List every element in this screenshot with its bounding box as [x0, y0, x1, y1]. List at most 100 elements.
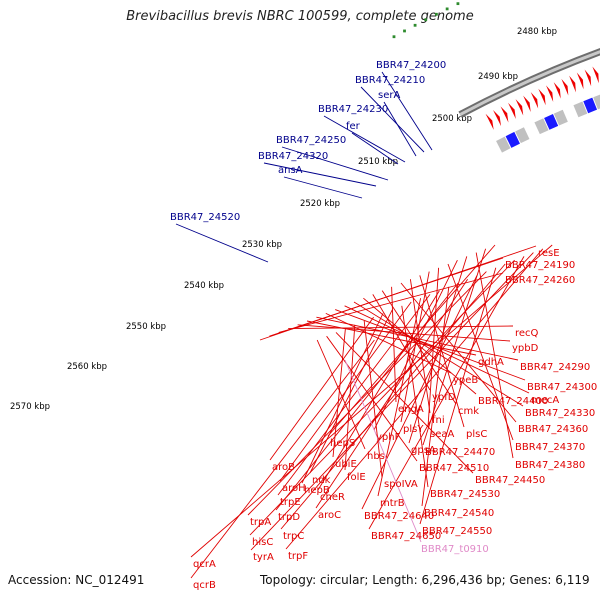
reverse-gene-label: trpD [278, 512, 300, 523]
leader-line [408, 256, 468, 444]
reverse-gene-label: qcrB [193, 580, 216, 591]
leader-line [285, 248, 544, 550]
gene-feature-block [593, 94, 600, 110]
map-title: Brevibacillus brevis NBRC 100599, comple… [126, 9, 474, 24]
leader-line [401, 305, 429, 488]
leader-line [190, 244, 553, 558]
reverse-gene-label: gdhA [478, 357, 504, 368]
leader-line [288, 325, 514, 330]
reverse-gene-label: BBR47_24330 [525, 408, 595, 419]
leader-line [269, 316, 374, 461]
reverse-gene-label: tyrA [253, 552, 274, 563]
reverse-gene-label: plsC [466, 429, 487, 440]
reverse-gene-label: spoIVA [384, 479, 418, 490]
leader-line [281, 146, 389, 181]
reverse-gene-label: seaA [430, 429, 454, 440]
reverse-gene-label: folE [347, 472, 366, 483]
reverse-gene-label: aroH [282, 483, 306, 494]
feature-labels: BBR47_24200 BBR47_24210 serA BBR47_24230fer… [170, 60, 597, 591]
reverse-gene-label: BBR47_24360 [518, 424, 588, 435]
gene-feature-block [553, 109, 568, 126]
reverse-gene-label: ypeB [453, 375, 478, 386]
kbp-tick-label: 2520 kbp [300, 199, 340, 209]
genome-backbone [458, 48, 600, 118]
leader-line [475, 252, 514, 459]
leader-line [381, 290, 457, 405]
leader-line [383, 101, 417, 157]
leader-line [372, 294, 431, 391]
kbp-tick-label: 2500 kbp [432, 114, 472, 124]
reverse-gene-label: BBR47_24540 [424, 508, 494, 519]
reverse-gene-label: BBR47_24470 [425, 447, 495, 458]
kbp-tick-label: 2560 kbp [67, 362, 107, 372]
forward-gene-label: ansA [278, 165, 303, 176]
reverse-gene-label: ubiE [335, 459, 357, 470]
reverse-gene-label: trpA [250, 517, 271, 528]
leader-line [332, 328, 346, 458]
gene-feature-block [496, 136, 511, 153]
gene-arrow-reverse [530, 92, 539, 109]
gene-arrow-reverse [546, 85, 554, 102]
reverse-gene-label: trpF [288, 551, 308, 562]
reverse-gene-label: recQ [515, 328, 539, 339]
leader-line [335, 332, 474, 474]
leader-line [190, 339, 375, 579]
leader-line [249, 259, 515, 536]
gene-arrow-reverse [553, 82, 561, 99]
reverse-gene-label: cheR [320, 492, 345, 503]
tick-dot [435, 12, 438, 16]
reverse-gene-label: trpC [283, 531, 304, 542]
leader-line [278, 272, 504, 333]
kbp-tick-label: 2540 kbp [184, 281, 224, 291]
forward-gene-label: BBR47_24230 [318, 104, 388, 115]
leader-line [316, 339, 366, 450]
tick-dot [456, 2, 460, 6]
reverse-gene-label: ypfD [432, 392, 456, 403]
reverse-gene-label: mtrB [380, 498, 405, 509]
kbp-tick-label: 2480 kbp [517, 27, 557, 37]
gene-arrow-reverse [500, 106, 509, 123]
gene-arrow-reverse [508, 102, 516, 119]
gene-arrow-reverse [561, 78, 569, 96]
forward-gene-label: BBR47_24250 [276, 135, 346, 146]
gene-arrow-reverse [493, 110, 502, 127]
kbp-tick-track: 2480 kbp 2490 kbp 2500 kbp 2510 kbp 2520 kbp… [10, 2, 557, 412]
leader-line [279, 301, 412, 482]
forward-gene-label: BBR47_24520 [170, 212, 240, 223]
genome-summary-text: Topology: circular; Length: 6,296,436 bp… [260, 573, 590, 587]
reverse-gene-label: BBR47_24400 [478, 396, 548, 407]
leader-line [263, 162, 377, 187]
leader-line [326, 335, 418, 462]
reverse-gene-label: mecA [531, 395, 559, 406]
leader-line [344, 324, 356, 471]
leader-line [335, 309, 526, 381]
gene-arrow-reverse [538, 88, 546, 106]
leader-line [323, 115, 406, 163]
reverse-gene-label: fni [432, 415, 445, 426]
reverse-gene-label: qcrA [193, 559, 216, 570]
gene-arrow-reverse [576, 72, 584, 90]
leader-line [373, 260, 458, 431]
kbp-tick-label: 2510 kbp [358, 157, 398, 167]
reverse-gene-label: ypbD [512, 343, 539, 354]
gene-arrow-reverse [592, 66, 599, 84]
rna-gene-label: BBR47_t0910 [421, 544, 489, 555]
kbp-tick-label: 2530 kbp [242, 240, 282, 250]
leader-line [421, 286, 450, 507]
reverse-gene-label: BBR47_24650 [371, 531, 441, 542]
leader-line [325, 312, 452, 374]
leader-line [409, 279, 431, 414]
reverse-gene-label: trpE [280, 497, 301, 508]
forward-gene-label: fer [346, 121, 361, 132]
reverse-gene-label: ndk [312, 475, 331, 486]
reverse-gene-label: yphF [376, 432, 401, 443]
leader-line [360, 86, 425, 153]
gene-arrow-reverse [485, 113, 494, 130]
reverse-gene-label: gpsA [411, 445, 436, 456]
forward-gene-label: BBR47_24200 [376, 60, 446, 71]
leader-line [391, 286, 397, 403]
leader-line [306, 320, 477, 356]
forward-gene-label: BBR47_24320 [258, 151, 328, 162]
